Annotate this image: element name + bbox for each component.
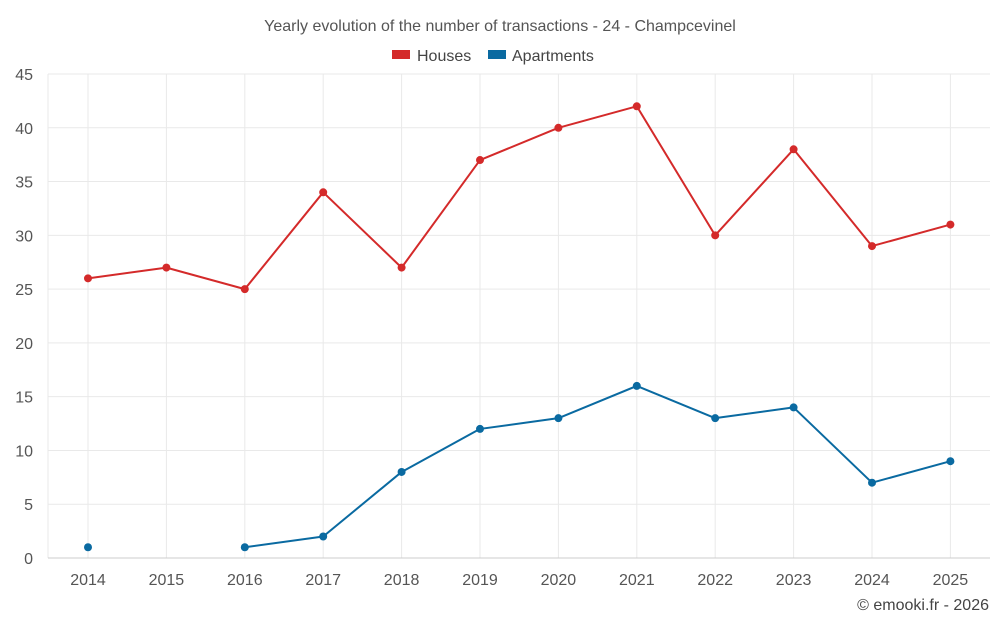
apartments-point[interactable] [789,403,798,412]
x-tick-label: 2019 [462,572,498,589]
houses-point[interactable] [789,145,798,154]
x-tick-label: 2022 [697,572,733,589]
legend: Houses Apartments [392,48,594,65]
houses-point[interactable] [554,123,563,132]
apartments-point[interactable] [946,457,955,466]
y-tick-label: 35 [15,175,33,192]
apartments-point[interactable] [476,424,484,433]
legend-houses-label[interactable]: Houses [417,48,471,65]
x-tick-label: 2020 [541,572,577,589]
legend-houses-swatch [392,50,410,59]
houses-point[interactable] [84,274,92,283]
grid [47,73,990,558]
chart-title: Yearly evolution of the number of transa… [264,18,736,35]
apartments-point[interactable] [319,532,328,541]
legend-apartments-label[interactable]: Apartments [512,48,594,65]
y-tick-label: 30 [15,228,33,245]
y-tick-label: 10 [15,443,33,460]
credit-text: © emooki.fr - 2026 [857,597,989,614]
y-tick-label: 0 [24,551,33,568]
x-tick-label: 2016 [227,572,263,589]
houses-line [87,105,951,291]
houses-point[interactable] [319,188,328,197]
y-tick-label: 20 [15,336,33,353]
apartments-point[interactable] [397,467,406,476]
houses-point[interactable] [868,242,876,251]
y-tick-label: 15 [15,390,33,407]
apartments-line [244,384,951,549]
apartments-point[interactable] [554,414,563,423]
y-tick-label: 40 [15,121,33,138]
houses-point[interactable] [240,285,249,294]
x-tick-label: 2018 [384,572,420,589]
houses-point[interactable] [397,263,406,272]
x-tick-label: 2014 [70,572,106,589]
x-tick-label: 2015 [149,572,185,589]
legend-apartments-swatch [488,50,506,59]
apartments-point[interactable] [240,543,249,552]
houses-point[interactable] [162,263,171,272]
houses-point[interactable] [632,102,641,111]
apartments-point[interactable] [711,414,720,423]
x-tick-label: 2025 [933,572,969,589]
x-tick-label: 2017 [305,572,341,589]
houses-point[interactable] [476,156,484,165]
y-tick-label: 45 [15,67,33,84]
x-tick-label: 2024 [854,572,890,589]
apartments-point[interactable] [84,543,92,552]
x-tick-label: 2023 [776,572,812,589]
series [84,102,955,552]
apartments-point[interactable] [632,381,641,390]
houses-point[interactable] [711,231,720,240]
apartments-point[interactable] [868,478,876,487]
houses-point[interactable] [946,220,955,229]
y-tick-label: 25 [15,282,33,299]
x-tick-label: 2021 [619,572,655,589]
y-tick-label: 5 [24,497,33,514]
